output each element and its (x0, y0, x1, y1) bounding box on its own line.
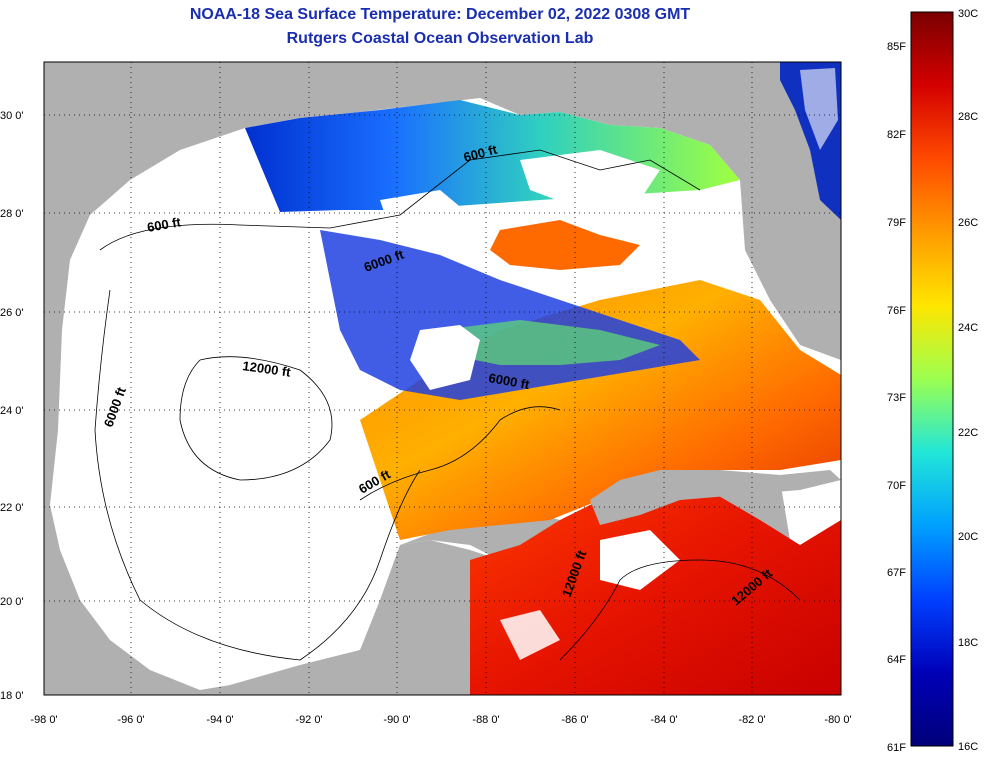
colorbar-c-label: 18C (958, 637, 978, 649)
map-area: 600 ft 600 ft 6000 ft 12000 ft 6000 ft 6… (44, 62, 841, 695)
colorbar-c-label: 16C (958, 741, 978, 753)
lat-tick-label: 22 0' (0, 502, 24, 514)
colorbar-f-label: 73F (887, 392, 906, 404)
lon-tick-label: -86 0' (561, 714, 588, 726)
sst-orange-patch (490, 220, 640, 270)
cloud-patch-4 (600, 530, 680, 590)
lat-tick-label: 18 0' (0, 690, 24, 702)
contour-600ft-yucatan (359, 406, 561, 501)
lat-tick-label: 26 0' (0, 307, 24, 319)
colorbar-c-label: 22C (958, 427, 978, 439)
lon-tick-label: -80 0' (824, 714, 851, 726)
cloud-patch-3 (380, 190, 470, 235)
lon-tick-label: -82 0' (738, 714, 765, 726)
colorbar-scale (910, 11, 954, 747)
colorbar-f-label: 70F (887, 480, 906, 492)
colorbar-f-label: 76F (887, 305, 906, 317)
cloud-patch-1 (410, 325, 480, 390)
colorbar-f-label: 64F (887, 654, 906, 666)
contour-12000ft-carib (559, 559, 801, 661)
colorbar-c-label: 24C (958, 322, 978, 334)
lon-tick-label: -90 0' (383, 714, 410, 726)
lat-tick-label: 30 0' (0, 110, 24, 122)
cuba-land (590, 470, 841, 525)
sst-green-band (440, 320, 660, 365)
lon-axis: -98 0' -96 0' -94 0' -92 0' -90 0' -88 0… (30, 714, 851, 726)
colorbar-f-label: 82F (887, 129, 906, 141)
contour-6000ft (94, 289, 421, 661)
contour-12000ft (179, 356, 333, 481)
colorbar-c-label: 20C (958, 531, 978, 543)
colorbar-c-label: 30C (958, 8, 978, 20)
sst-caribbean (470, 480, 841, 695)
colorbar-f-label: 85F (887, 41, 906, 53)
map-subtitle: Rutgers Coastal Ocean Observation Lab (286, 30, 594, 47)
lon-tick-label: -92 0' (295, 714, 322, 726)
colorbar-f-label: 79F (887, 217, 906, 229)
contour-label-600-west: 600 ft (146, 214, 183, 235)
cloud-patch-5 (500, 610, 560, 660)
colorbar-f-label: 67F (887, 567, 906, 579)
map-frame (43, 61, 842, 696)
lon-tick-label: -98 0' (30, 714, 57, 726)
bathymetry-contours (94, 149, 801, 661)
colorbar-f-label: 61F (887, 742, 906, 754)
lon-tick-label: -96 0' (117, 714, 144, 726)
cloud-patch-2 (520, 150, 660, 205)
lon-tick-label: -88 0' (472, 714, 499, 726)
lat-tick-label: 24 0' (0, 405, 24, 417)
colorbar-c-label: 26C (958, 217, 978, 229)
colorbar: 85F 82F 79F 76F 73F 70F 67F 64F 61F 30C … (887, 8, 978, 754)
lat-tick-label: 28 0' (0, 208, 24, 220)
atlantic-clouds (800, 68, 838, 150)
lat-axis: 30 0' 28 0' 26 0' 24 0' 22 0' 20 0' 18 0… (0, 110, 24, 702)
contour-label-12000-central: 12000 ft (242, 358, 293, 380)
colorbar-fahrenheit: 85F 82F 79F 76F 73F 70F 67F 64F 61F (887, 41, 906, 754)
contour-label-6000-east: 6000 ft (487, 370, 531, 392)
contour-600ft (99, 149, 701, 251)
colorbar-celsius: 30C 28C 26C 24C 22C 20C 18C 16C (958, 8, 978, 753)
lon-tick-label: -84 0' (650, 714, 677, 726)
lat-tick-label: 20 0' (0, 596, 24, 608)
colorbar-c-label: 28C (958, 111, 978, 123)
gridlines (44, 62, 841, 695)
map-title: NOAA-18 Sea Surface Temperature: Decembe… (189, 6, 691, 23)
lon-tick-label: -94 0' (206, 714, 233, 726)
